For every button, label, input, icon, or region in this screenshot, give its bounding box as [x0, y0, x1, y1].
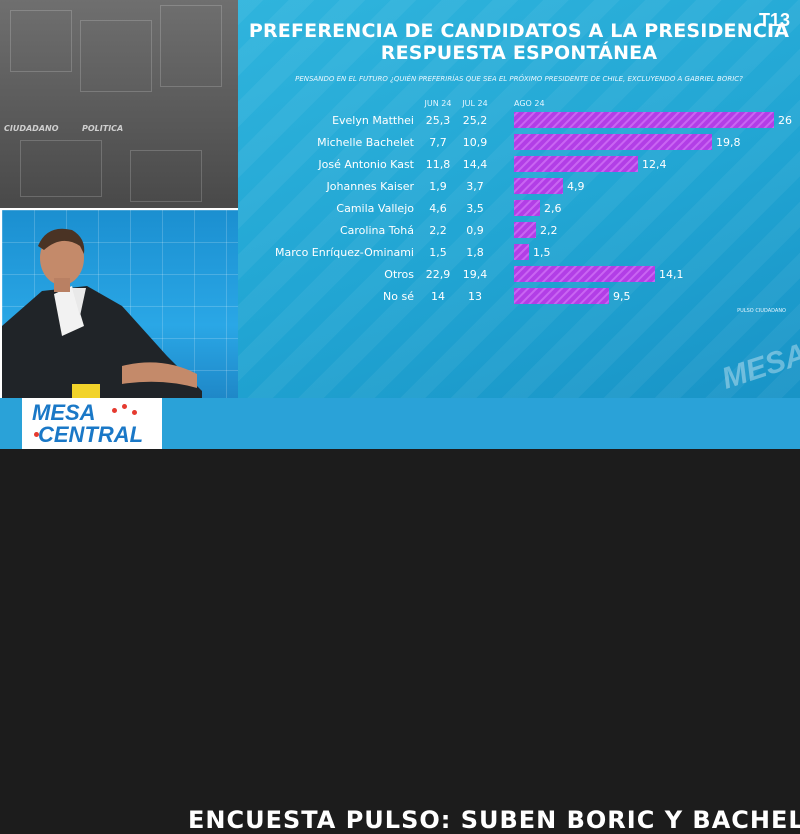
chart-subtitle: PENSANDO EN EL FUTURO ¿QUIÉN PREFERIRÍAS…	[295, 75, 743, 83]
jul-value: 1,8	[466, 246, 484, 259]
jul-value: 25,2	[463, 114, 488, 127]
logo-dot	[34, 432, 39, 437]
candidate-name: No sé	[383, 290, 414, 303]
jun-value: 11,8	[426, 158, 451, 171]
bar-value-label: 19,8	[716, 136, 741, 149]
jul-value: 19,4	[463, 268, 488, 281]
candidate-name: Carolina Tohá	[340, 224, 414, 237]
bar-value-label: 9,5	[613, 290, 631, 303]
jun-value: 7,7	[429, 136, 447, 149]
bar-ago-24	[514, 288, 609, 304]
show-logo-line: CENTRAL	[38, 422, 144, 447]
bar-value-label: 1,5	[533, 246, 551, 259]
jun-value: 14	[431, 290, 445, 303]
show-logo-line: MESA	[32, 400, 96, 425]
jun-value: 1,5	[429, 246, 447, 259]
bar-ago-24	[514, 178, 563, 194]
show-logo: MESA CENTRAL	[22, 398, 162, 449]
jul-value: 14,4	[463, 158, 488, 171]
wall-tile	[20, 140, 102, 197]
jul-value: 3,7	[466, 180, 484, 193]
bar-value-label: 12,4	[642, 158, 667, 171]
headline: ENCUESTA PULSO: SUBEN BORIC Y BACHELET	[188, 806, 800, 834]
bar-ago-24	[514, 112, 774, 128]
chart-title-line: RESPUESTA ESPONTÁNEA	[380, 42, 658, 64]
jun-value: 1,9	[429, 180, 447, 193]
chart-panel: T13 PREFERENCIA DE CANDIDATOS A LA PRESI…	[238, 0, 800, 404]
studio-wall-label: CIUDADANO	[4, 124, 59, 133]
jul-value: 10,9	[463, 136, 488, 149]
logo-dot	[112, 408, 117, 413]
logo-dot	[122, 404, 127, 409]
channel-logo: T13	[758, 10, 790, 30]
bar-ago-24	[514, 134, 712, 150]
chart-title: PREFERENCIA DE CANDIDATOS A LA PRESIDENC…	[238, 20, 800, 64]
bar-ago-24	[514, 266, 655, 282]
wall-tile	[10, 10, 72, 72]
jun-value: 22,9	[426, 268, 451, 281]
jun-value: 25,3	[426, 114, 451, 127]
bar-value-label: 2,6	[544, 202, 562, 215]
column-header: JUL 24	[461, 99, 487, 108]
bar-ago-24	[514, 156, 638, 172]
chart-title-line: PREFERENCIA DE CANDIDATOS A LA PRESIDENC…	[248, 20, 790, 42]
bar-ago-24	[514, 222, 536, 238]
wall-tile	[160, 5, 222, 87]
candidate-name: Otros	[384, 268, 414, 281]
bar-value-label: 4,9	[567, 180, 585, 193]
candidate-name: Evelyn Matthei	[332, 114, 414, 127]
presenter-figure	[2, 228, 202, 402]
source-note: PULSO CIUDADANO	[737, 308, 786, 314]
candidate-name: Camila Vallejo	[336, 202, 414, 215]
bar-value-label: 2,2	[540, 224, 558, 237]
jul-value: 13	[468, 290, 482, 303]
jul-value: 0,9	[466, 224, 484, 237]
bar-value-label: 26	[778, 114, 792, 127]
candidate-name: Marco Enríquez-Ominami	[275, 246, 414, 259]
bar-value-label: 14,1	[659, 268, 684, 281]
presenter-video	[0, 208, 240, 404]
jun-value: 4,6	[429, 202, 447, 215]
wall-tile	[80, 20, 152, 92]
bar-ago-24	[514, 244, 529, 260]
logo-dot	[132, 410, 137, 415]
wall-tile	[130, 150, 202, 202]
candidate-name: Johannes Kaiser	[326, 180, 415, 193]
column-header: AGO 24	[514, 99, 545, 108]
jun-value: 2,2	[429, 224, 447, 237]
bar-ago-24	[514, 200, 540, 216]
studio-wall-label: POLITICA	[82, 124, 124, 133]
candidate-name: Michelle Bachelet	[317, 136, 415, 149]
bar-chart: JUN 24 JUL 24 AGO 24 Evelyn Matthei 25,3 25,2…	[275, 99, 792, 304]
column-header: JUN 24	[424, 99, 452, 108]
jul-value: 3,5	[466, 202, 484, 215]
candidate-name: José Antonio Kast	[317, 158, 414, 171]
